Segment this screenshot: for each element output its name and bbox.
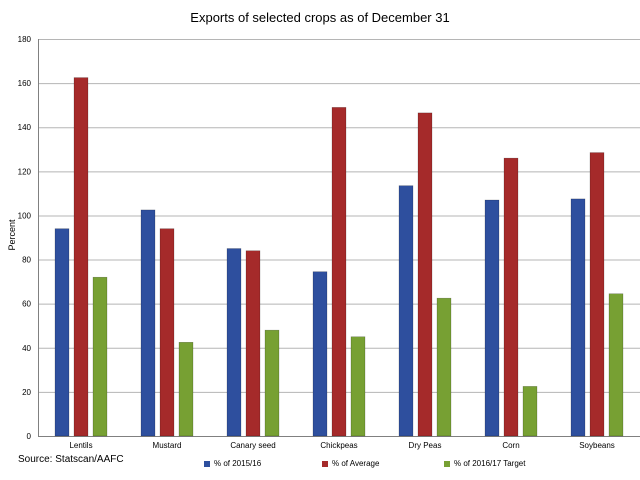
bar [608,293,624,437]
x-tick-label: Soybeans [579,441,615,450]
legend-swatch [204,460,210,467]
y-tick-label: 160 [18,79,32,88]
y-tick-label: 180 [18,35,32,44]
y-tick-label: 60 [22,300,31,309]
x-tick-label: Dry Peas [409,441,442,450]
x-tick-label: Canary seed [230,441,275,450]
bar [178,342,194,437]
bar [73,77,89,437]
chart-title: Exports of selected crops as of December… [190,10,450,25]
legend-item-average: % of Average [322,459,379,468]
legend-item-target: % of 2016/17 Target [444,459,525,468]
y-tick-label: 120 [18,167,32,176]
bar [589,152,605,437]
legend-swatch [322,460,328,467]
bar [436,297,452,437]
bar [570,198,586,437]
bar [159,228,175,437]
bar [522,386,538,437]
source-note: Source: Statscan/AAFC [18,454,124,465]
bar [92,276,108,437]
legend-label: % of 2015/16 [214,459,262,468]
y-tick-label: 100 [18,211,32,220]
legend-label: % of 2016/17 Target [454,459,526,468]
y-tick-label: 20 [22,388,31,397]
y-tick-label: 0 [27,432,32,441]
bar [417,112,433,437]
bar [312,271,328,437]
y-tick-label: 80 [22,256,31,265]
legend-swatch [444,460,450,467]
bar [350,336,366,437]
bar [245,250,261,437]
legend-label: % of Average [332,459,380,468]
x-tick-label: Chickpeas [320,441,357,450]
legend-item-2015-16: % of 2015/16 [204,459,261,468]
x-tick-label: Mustard [153,441,182,450]
bar [264,329,280,437]
x-tick-label: Corn [502,441,519,450]
bar [54,228,70,437]
x-tick-label: Lentils [69,441,92,450]
bar [503,157,519,437]
bar [226,248,242,437]
bar [140,209,156,437]
bar [484,199,500,437]
bar [331,107,347,437]
bar [398,185,414,437]
y-tick-label: 140 [18,123,32,132]
y-tick-label: 40 [22,344,31,353]
